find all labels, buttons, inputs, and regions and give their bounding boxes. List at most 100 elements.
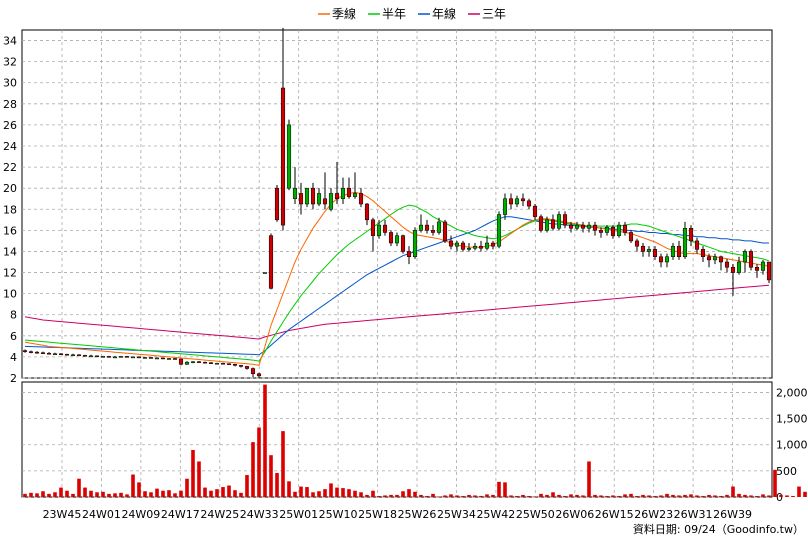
volume-bar: [755, 495, 759, 497]
volume-bar: [143, 491, 147, 497]
candle-body: [268, 235, 274, 289]
volume-panel: 0 500 1,000 1,500 2,000: [21, 381, 808, 504]
candle-body: [46, 352, 52, 355]
candle-body: [346, 187, 352, 197]
volume-bar: [587, 461, 591, 497]
volume-bar: [119, 492, 123, 497]
volume-bar: [641, 494, 645, 497]
volume-bar: [479, 495, 483, 497]
volume-bar: [389, 494, 393, 497]
volume-bar: [491, 494, 495, 497]
volume-bar: [461, 495, 465, 497]
volume-bar: [287, 481, 291, 497]
candle-body: [124, 356, 130, 358]
candle-body: [304, 187, 310, 205]
candle-body: [358, 193, 364, 205]
candle-body: [40, 352, 46, 354]
volume-bar: [101, 491, 105, 497]
volume-bar: [383, 495, 387, 497]
price-tick-label: 32: [3, 56, 17, 69]
data-date-footer: 資料日期: 09/24（Goodinfo.tw）: [633, 522, 804, 536]
candle-body: [604, 226, 610, 233]
candle-body: [394, 235, 400, 244]
volume-bar: [71, 493, 75, 497]
candle-body: [724, 261, 730, 268]
volume-bar: [689, 494, 693, 497]
x-tick-label: 25W42: [476, 508, 515, 521]
candle-body: [148, 357, 154, 359]
volume-bar: [569, 494, 573, 497]
volume-bar: [257, 427, 261, 497]
volume-bar: [203, 487, 207, 497]
candle-body: [244, 366, 250, 369]
volume-bar: [647, 495, 651, 497]
volume-bar: [407, 489, 411, 497]
ma-half-year-line: [24, 204, 770, 362]
candle-body: [202, 361, 208, 364]
legend-label: 季線: [332, 6, 356, 21]
volume-bar: [53, 492, 57, 497]
candle-body: [190, 361, 196, 363]
candle-body: [82, 355, 88, 357]
x-tick-label: 24W33: [240, 508, 279, 521]
volume-bar: [209, 490, 213, 497]
candle-body: [484, 242, 490, 249]
price-tick-label: 10: [3, 288, 17, 301]
volume-bar: [59, 487, 63, 497]
candle-body: [316, 193, 322, 205]
volume-bar: [131, 474, 135, 497]
volume-bar: [245, 475, 249, 497]
volume-bar: [179, 490, 183, 497]
volume-bar: [467, 494, 471, 497]
candle-body: [298, 193, 304, 205]
volume-bar: [29, 492, 33, 497]
ma-three-year-line: [24, 284, 770, 340]
candle-body: [364, 203, 370, 221]
volume-bar: [719, 495, 723, 497]
volume-bar: [305, 487, 309, 497]
candle-body: [430, 230, 436, 233]
volume-bar: [707, 494, 711, 497]
volume-bar: [77, 478, 81, 497]
candle-body: [154, 357, 160, 360]
candle-body: [334, 193, 340, 199]
candle-body: [100, 356, 106, 358]
volume-bar: [623, 494, 627, 497]
volume-bar: [299, 486, 303, 497]
volume-bar: [161, 490, 165, 497]
volume-bar: [485, 494, 489, 497]
x-tick-label: 23W45: [43, 508, 82, 521]
volume-bar: [239, 492, 243, 497]
volume-bar: [545, 494, 549, 497]
candle-body: [172, 358, 178, 360]
volume-bar: [665, 493, 669, 497]
legend-label: 三年: [482, 7, 506, 21]
volume-bar: [413, 491, 417, 497]
x-tick-label: 26W31: [674, 508, 713, 521]
volume-bar: [233, 490, 237, 497]
candle-body: [730, 267, 736, 273]
volume-bar: [575, 494, 579, 497]
candle-body: [628, 232, 634, 242]
candle-body: [412, 230, 418, 257]
candle-body: [640, 245, 646, 252]
volume-bar: [215, 489, 219, 497]
candle-body: [196, 361, 202, 363]
x-tick-label: 24W01: [82, 508, 121, 521]
volume-bar: [629, 493, 633, 497]
volume-bar: [107, 493, 111, 497]
candle-body: [442, 221, 448, 242]
volume-bar: [419, 494, 423, 497]
candle-body: [256, 373, 262, 377]
volume-bar: [797, 486, 801, 497]
x-tick-label: 25W18: [358, 508, 397, 521]
candle-body: [736, 261, 742, 273]
volume-bar: [155, 488, 159, 497]
candle-body: [88, 355, 94, 358]
volume-bar: [347, 489, 351, 497]
volume-bar: [173, 493, 177, 497]
candle-body: [388, 232, 394, 244]
volume-bar: [329, 483, 333, 497]
candle-body: [64, 354, 70, 356]
candle-body: [472, 245, 478, 249]
